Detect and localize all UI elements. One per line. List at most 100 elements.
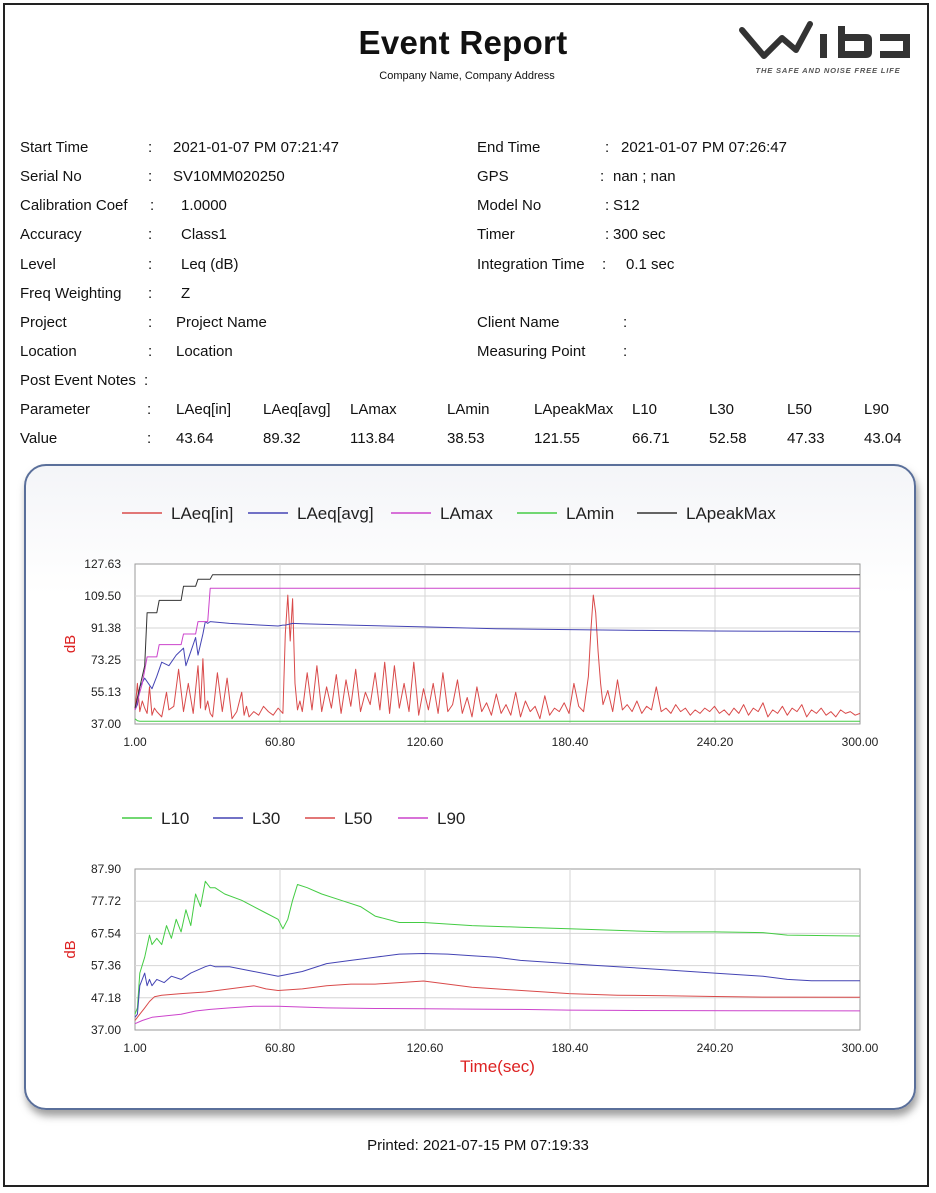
param-name-2: LAmax: [350, 401, 397, 418]
y-tick-label-1-4: 77.72: [91, 894, 121, 908]
legend-label-0-2: LAmax: [440, 504, 493, 523]
y-tick-label-0-0: 37.00: [91, 717, 121, 731]
legend-label-0-3: LAmin: [566, 504, 614, 523]
param-name-3: LAmin: [447, 401, 490, 418]
x-tick-label-1-1: 60.80: [265, 1041, 295, 1055]
param-value-2: 113.84: [350, 430, 395, 447]
x-tick-label-0-4: 240.20: [697, 735, 734, 749]
param-name-8: L90: [864, 401, 890, 418]
info-value-2: 1.0000: [181, 197, 227, 214]
info-colon-5: :: [148, 285, 153, 302]
x-tick-label-0-0: 1.00: [123, 735, 147, 749]
plot-frame-1: [134, 868, 861, 1031]
charts-svg: 1.00 60.80 120.60 180.40 240.20 300.00 37.00 55…: [62, 504, 879, 1076]
legend-label-1-3: L90: [437, 809, 465, 828]
param-name-0: LAeq[in]: [176, 401, 232, 418]
report-title: Event Report: [358, 24, 568, 61]
param-value-1: 89.32: [263, 430, 301, 447]
company-subtitle: Company Name, Company Address: [379, 70, 555, 82]
info-right-label-6: Measuring Point: [477, 343, 586, 360]
info-label-5: Freq Weighting: [20, 285, 122, 302]
y-tick-label-0-5: 127.63: [84, 557, 121, 571]
legend-label-0-4: LApeakMax: [686, 504, 776, 523]
x-tick-label-0-5: 300.00: [842, 735, 879, 749]
info-colon-3: :: [148, 226, 153, 243]
info-right-colon-5: :: [623, 314, 628, 331]
info-colon-6: :: [148, 314, 153, 331]
x-tick-label-1-5: 300.00: [842, 1041, 879, 1055]
series-line-0-0: [134, 594, 861, 720]
param-value-7: 47.33: [787, 430, 825, 447]
vib-logo-mark: [739, 21, 910, 59]
y-axis-label-0: dB: [62, 635, 79, 653]
x-tick-label-0-1: 60.80: [265, 735, 295, 749]
legend-label-0-0: LAeq[in]: [171, 504, 233, 523]
info-label-2: Calibration Coef: [20, 197, 128, 214]
info-label-3: Accuracy: [20, 226, 82, 243]
info-right-value-4: 0.1 sec: [626, 256, 675, 273]
info-value-1: SV10MM020250: [173, 168, 285, 185]
y-tick-label-0-3: 91.38: [91, 621, 121, 635]
info-right-colon-1: :: [600, 168, 605, 185]
parameter-colon: :: [147, 401, 152, 418]
param-value-5: 66.71: [632, 430, 670, 447]
chart-panel: 1.00 60.80 120.60 180.40 240.20 300.00 37.00 55…: [24, 464, 916, 1110]
series-line-0-1: [134, 621, 861, 711]
info-value-3: Class1: [181, 226, 227, 243]
param-name-5: L10: [632, 401, 658, 418]
y-tick-label-1-1: 47.18: [91, 991, 121, 1005]
info-colon-1: :: [148, 168, 153, 185]
info-label-6: Project: [20, 314, 67, 331]
info-right-label-0: End Time: [477, 139, 541, 156]
logo-tagline: THE SAFE AND NOISE FREE LIFE: [755, 66, 901, 75]
series-line-0-4: [134, 574, 860, 709]
info-colon-4: :: [148, 256, 153, 273]
info-right-value-3: 300 sec: [613, 226, 666, 243]
info-colon-7: :: [148, 343, 153, 360]
info-right-label-5: Client Name: [477, 314, 560, 331]
param-name-7: L50: [787, 401, 813, 418]
legend-label-1-0: L10: [161, 809, 189, 828]
info-right-value-1: nan ; nan: [613, 168, 676, 185]
series-line-1-3: [134, 1005, 861, 1025]
x-tick-label-1-3: 180.40: [552, 1041, 589, 1055]
info-right-colon-6: :: [623, 343, 628, 360]
series-line-0-3: [134, 718, 860, 722]
info-value-4: Leq (dB): [181, 256, 239, 273]
x-tick-label-1-2: 120.60: [407, 1041, 444, 1055]
y-tick-label-0-1: 55.13: [91, 685, 121, 699]
info-right-value-2: S12: [613, 197, 640, 214]
info-colon-8: :: [144, 372, 149, 389]
info-right-label-3: Timer: [477, 226, 515, 243]
info-right-value-0: 2021-01-07 PM 07:26:47: [621, 139, 787, 156]
info-right-label-2: Model No: [477, 197, 542, 214]
info-value-5: Z: [181, 285, 191, 302]
y-tick-label-1-3: 67.54: [91, 926, 121, 940]
series-line-0-2: [134, 587, 860, 711]
y-tick-label-0-4: 109.50: [84, 589, 121, 603]
value-label: Value: [20, 430, 58, 447]
param-value-8: 43.04: [864, 430, 902, 447]
param-name-6: L30: [709, 401, 735, 418]
company-logo: THE SAFE AND NOISE FREE LIFE: [738, 20, 918, 82]
series-line-1-2: [134, 980, 861, 1021]
legend-label-0-1: LAeq[avg]: [297, 504, 374, 523]
y-tick-label-1-0: 37.00: [91, 1023, 121, 1037]
info-colon-0: :: [148, 139, 153, 156]
series-line-1-1: [134, 953, 860, 1018]
info-label-0: Start Time: [20, 139, 89, 156]
info-value-6: Project Name: [176, 314, 267, 331]
x-tick-label-0-3: 180.40: [552, 735, 589, 749]
info-right-colon-4: :: [602, 256, 607, 273]
legend-label-1-1: L30: [252, 809, 280, 828]
x-tick-label-1-0: 1.00: [123, 1041, 147, 1055]
y-tick-label-0-2: 73.25: [91, 653, 121, 667]
info-value-7: Location: [176, 343, 233, 360]
info-label-4: Level: [20, 256, 56, 273]
y-axis-label-1: dB: [62, 940, 79, 958]
parameter-label: Parameter: [20, 401, 91, 418]
info-label-7: Location: [20, 343, 77, 360]
info-right-label-4: Integration Time: [477, 256, 585, 273]
y-tick-label-1-5: 87.90: [91, 862, 121, 876]
value-colon: :: [147, 430, 152, 447]
